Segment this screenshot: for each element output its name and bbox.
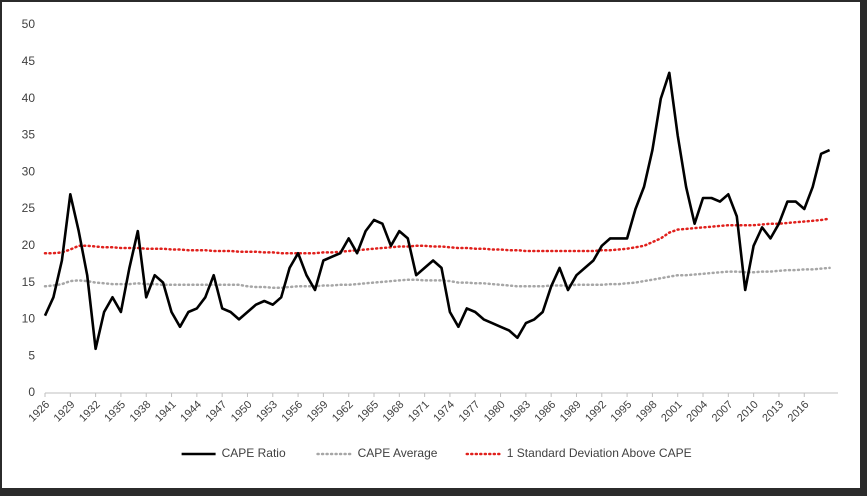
y-tick-label: 45 [22,54,36,68]
chart-background [2,2,860,488]
y-tick-label: 15 [22,275,36,289]
y-tick-label: 5 [28,348,35,362]
y-tick-label: 20 [22,238,36,252]
legend-label: CAPE Ratio [222,446,286,460]
y-tick-label: 40 [22,91,36,105]
y-tick-label: 0 [28,385,35,399]
y-tick-label: 35 [22,128,36,142]
y-tick-label: 50 [22,17,36,31]
series-line [43,266,831,290]
y-tick-label: 25 [22,201,36,215]
series-line [43,217,831,255]
legend-label: 1 Standard Deviation Above CAPE [507,446,692,460]
series-line [43,71,831,351]
y-tick-label: 10 [22,312,36,326]
legend-label: CAPE Average [358,446,438,460]
y-tick-label: 30 [22,164,36,178]
